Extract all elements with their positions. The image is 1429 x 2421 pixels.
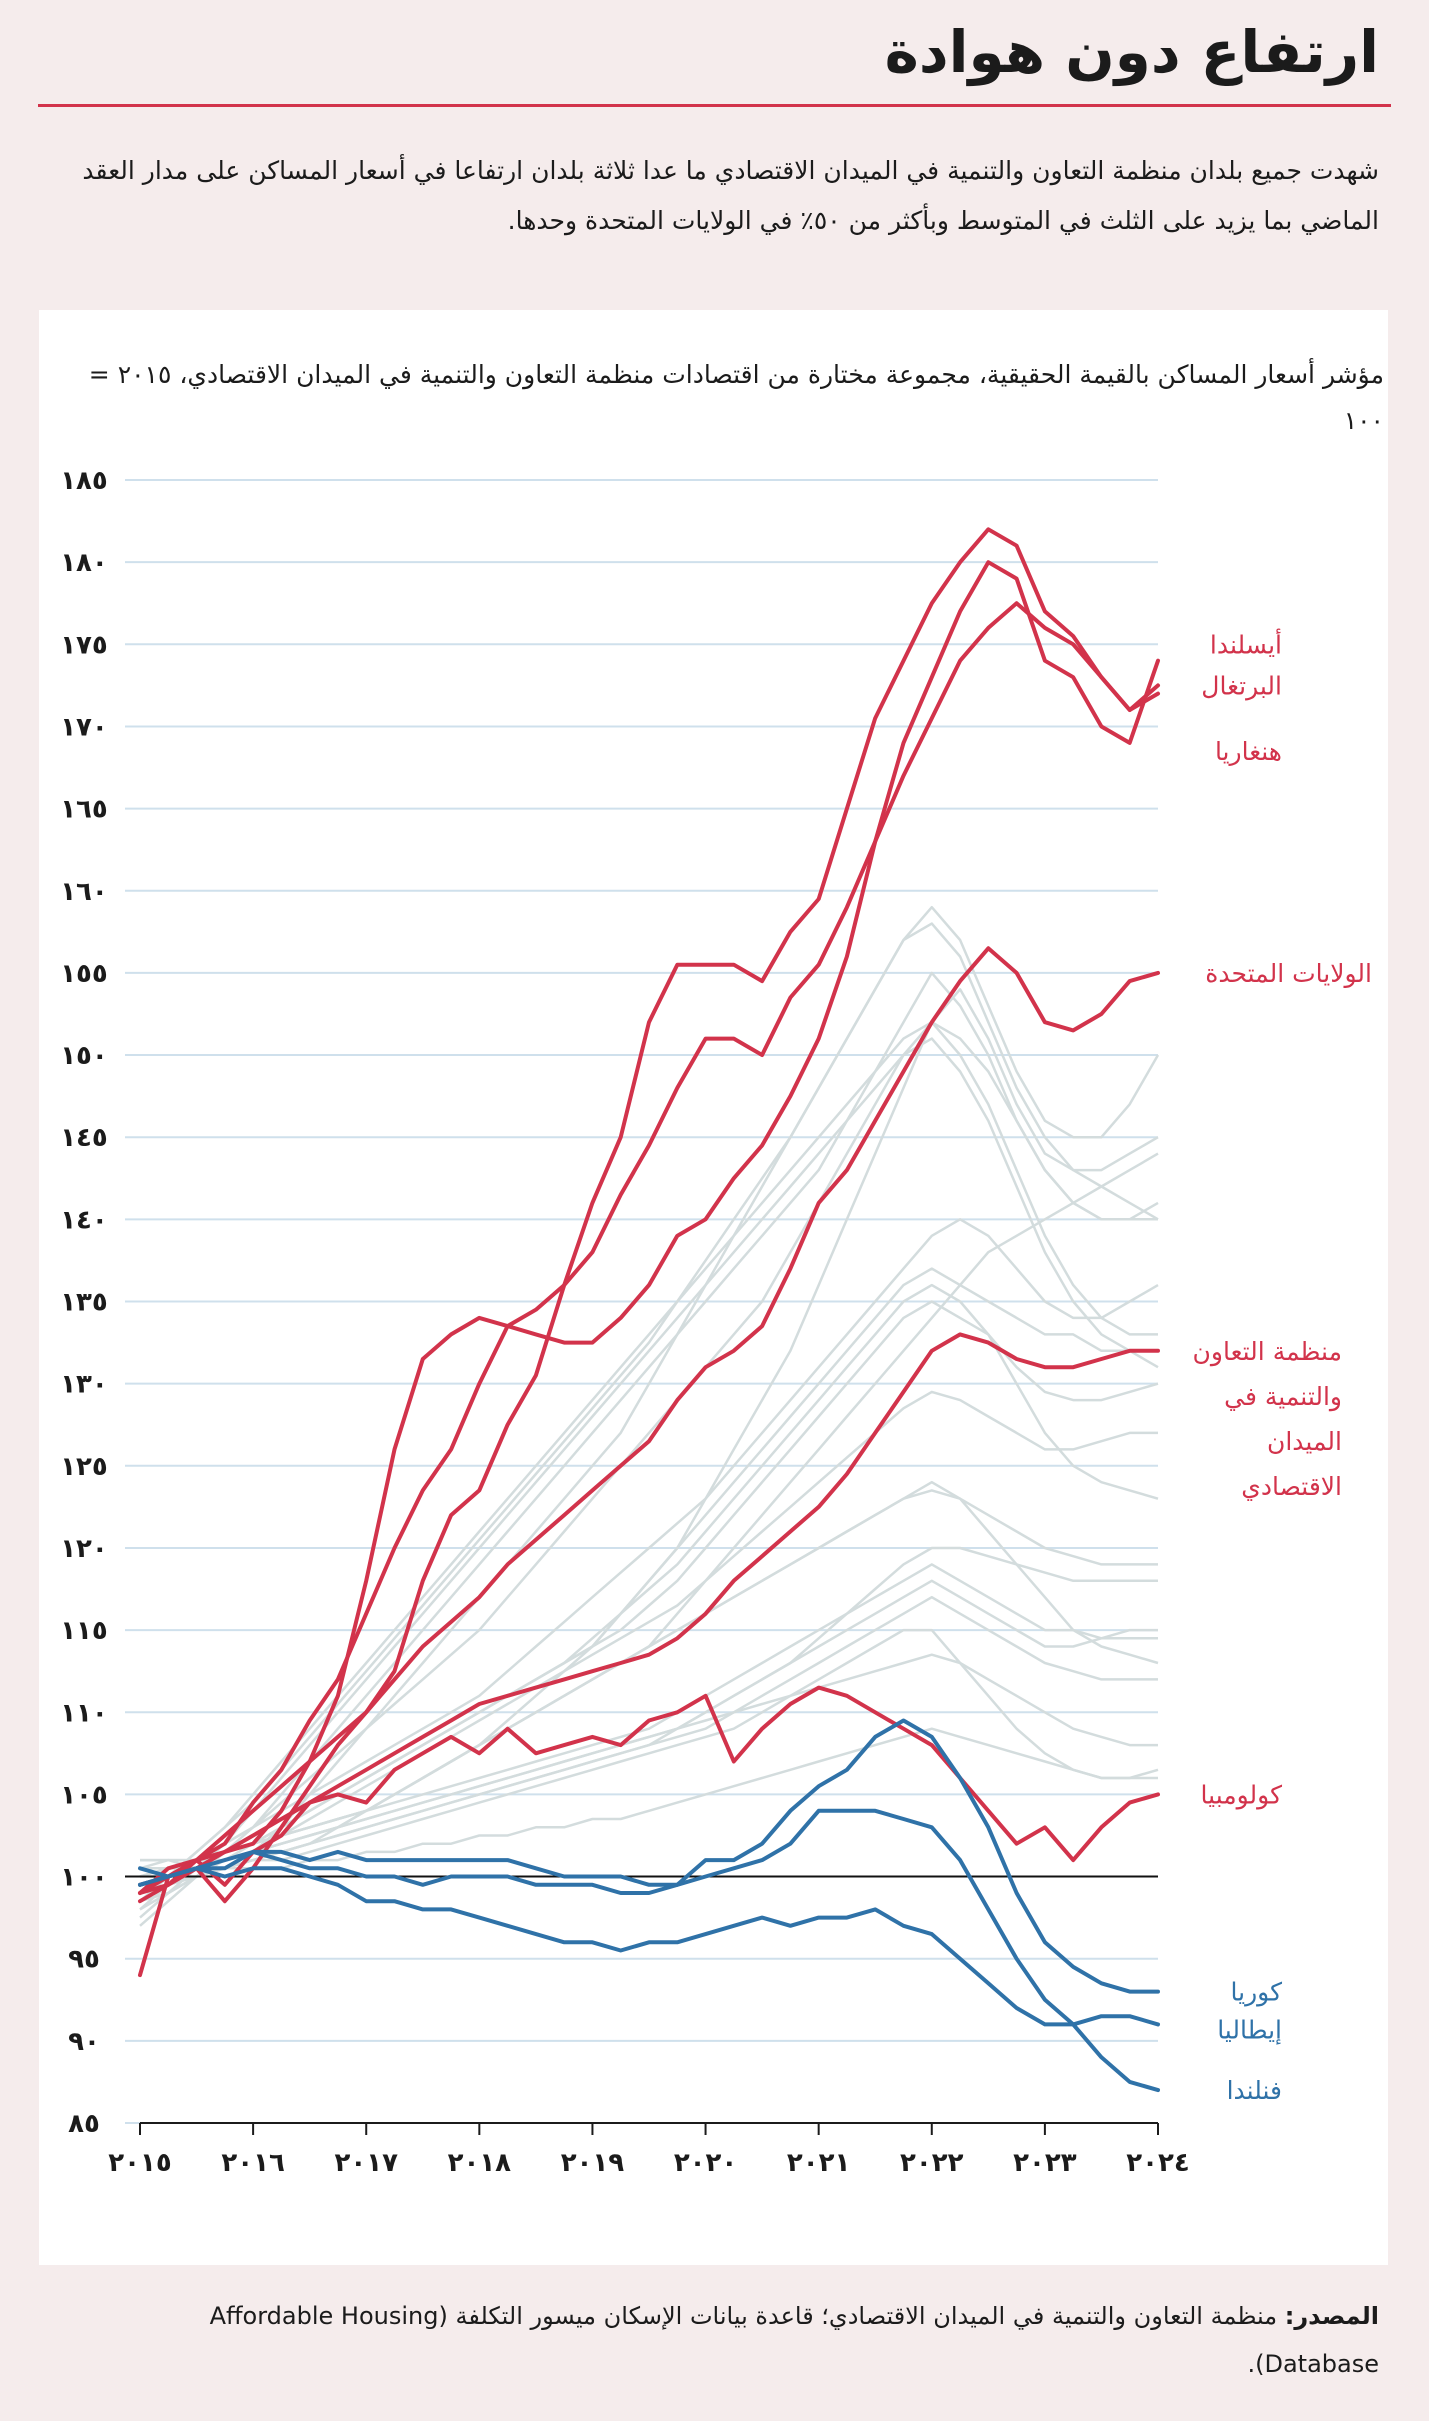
series-label-line: منظمة التعاون: [1193, 1337, 1342, 1367]
series-label: أيسلندا: [1210, 627, 1282, 659]
y-tick-label: ١٥٠: [60, 1041, 108, 1071]
chart-panel: [39, 310, 1388, 2265]
series-label: إيطاليا: [1217, 2015, 1282, 2045]
series-line: [138, 1718, 1160, 1994]
y-tick-label: ١٧٠: [60, 712, 108, 742]
page-subtitle: شهدت جميع بلدان منظمة التعاون والتنمية ف…: [82, 156, 1379, 235]
background-series-line: [139, 1595, 1158, 1895]
x-tick-label: ٢٠٢٠: [674, 2148, 737, 2178]
y-tick-label: ١٥٥: [60, 959, 108, 989]
highlighted-series-layer: [138, 527, 1160, 2093]
background-series-line: [139, 1218, 1159, 1911]
y-tick-label: ١٨٠: [60, 548, 108, 578]
y-tick-label: ١٣٥: [60, 1288, 108, 1318]
x-tick-label: ٢٠١٩: [561, 2148, 625, 2178]
background-series-line: [139, 1390, 1158, 1886]
background-series-line: [139, 922, 1159, 1911]
source-label: المصدر:: [1284, 2302, 1379, 2330]
source-note: المصدر: منظمة التعاون والتنمية في الميدا…: [140, 2292, 1379, 2388]
y-tick-label: ١٦٥: [60, 795, 108, 825]
y-tick-label: ١٦٠: [60, 877, 108, 907]
x-tick-label: ٢٠٢٤: [1126, 2148, 1189, 2178]
series-label-line: الميدان: [1267, 1427, 1342, 1456]
page-title: ارتفاع دون هوادة: [884, 18, 1379, 86]
series-line: [138, 527, 1160, 1978]
background-series-line: [139, 1283, 1159, 1870]
series-label-line: والتنمية في: [1224, 1382, 1342, 1412]
series-line: [138, 946, 1160, 1904]
series-label: فنلندا: [1227, 2076, 1282, 2105]
y-tick-label: ١٠٠: [60, 1863, 108, 1893]
series-line: [138, 1866, 1160, 2027]
y-tick-label: ١٠٥: [60, 1780, 108, 1810]
title-rule: [38, 104, 1391, 107]
series-line: [138, 1685, 1160, 1895]
axis-layer: ٨٥ ٩٠ ٩٥ ١٠٠ ١٠٥ ١١٠ ١١٥ ١٢٠ ١٢٥ ١٣٠ ١٣٥ ١٤٠ ١٤٥ ١٥٠ ١…: [60, 466, 1190, 2178]
x-tick-label: ٢٠١٧: [334, 2148, 398, 2178]
background-series-layer: [139, 905, 1160, 1927]
series-label: كوريا: [1231, 1978, 1283, 2007]
background-series-line: [139, 1480, 1159, 1878]
y-tick-label: ١٢٥: [60, 1452, 108, 1482]
y-tick-label: ١٣٠: [60, 1370, 108, 1400]
series-label: الولايات المتحدة: [1205, 959, 1372, 988]
y-tick-label: ٩٠: [68, 2027, 100, 2057]
series-line: [138, 1808, 1160, 2093]
background-series-line: [140, 1489, 1158, 1870]
y-tick-label: ٨٥: [68, 2109, 100, 2139]
y-tick-label: ٩٥: [68, 1945, 100, 1975]
series-label-oecd: منظمة التعاون والتنمية في الميدان الاقتصادي: [1193, 1337, 1342, 1501]
y-tick-label: ١٨٥: [60, 466, 108, 496]
series-label: كولومبيا: [1201, 1780, 1283, 1809]
background-series-line: [139, 1037, 1158, 1919]
background-series-line: [140, 1628, 1159, 1870]
x-tick-label: ٢٠٢٢: [900, 2148, 964, 2178]
y-tick-label: ١١٠: [60, 1698, 108, 1728]
x-tick-label: ٢٠١٦: [221, 2148, 284, 2178]
label-layer: أيسلندا البرتغال هنغاريا الولايات المتحدة من…: [1193, 627, 1372, 2105]
y-tick-label: ١١٥: [60, 1616, 108, 1646]
series-line: [138, 560, 1160, 1895]
background-series-line: [139, 905, 1160, 1895]
x-tick-label: ٢٠٢٣: [1013, 2148, 1077, 2178]
series-label: هنغاريا: [1215, 737, 1282, 766]
y-tick-label: ١٤٠: [60, 1205, 108, 1235]
background-series-line: [139, 1653, 1158, 1886]
background-series-line: [139, 1020, 1158, 1886]
y-tick-label: ١٧٥: [60, 630, 108, 660]
x-tick-label: ٢٠١٨: [448, 2148, 512, 2178]
series-label-line: الاقتصادي: [1241, 1472, 1342, 1501]
background-series-line: [139, 1020, 1158, 1903]
source-text: منظمة التعاون والتنمية في الميدان الاقتص…: [209, 2302, 1379, 2378]
series-label: البرتغال: [1201, 671, 1282, 700]
y-tick-label: ١٢٠: [60, 1534, 108, 1564]
x-tick-label: ٢٠٢١: [787, 2148, 850, 2178]
y-tick-label: ١٤٥: [60, 1123, 108, 1153]
x-tick-label: ٢٠١٥: [108, 2148, 171, 2178]
background-series-line: [139, 971, 1159, 1927]
chart-title: مؤشر أسعار المساكن بالقيمة الحقيقية، مجم…: [88, 360, 1384, 435]
series-line: [138, 601, 1160, 1887]
